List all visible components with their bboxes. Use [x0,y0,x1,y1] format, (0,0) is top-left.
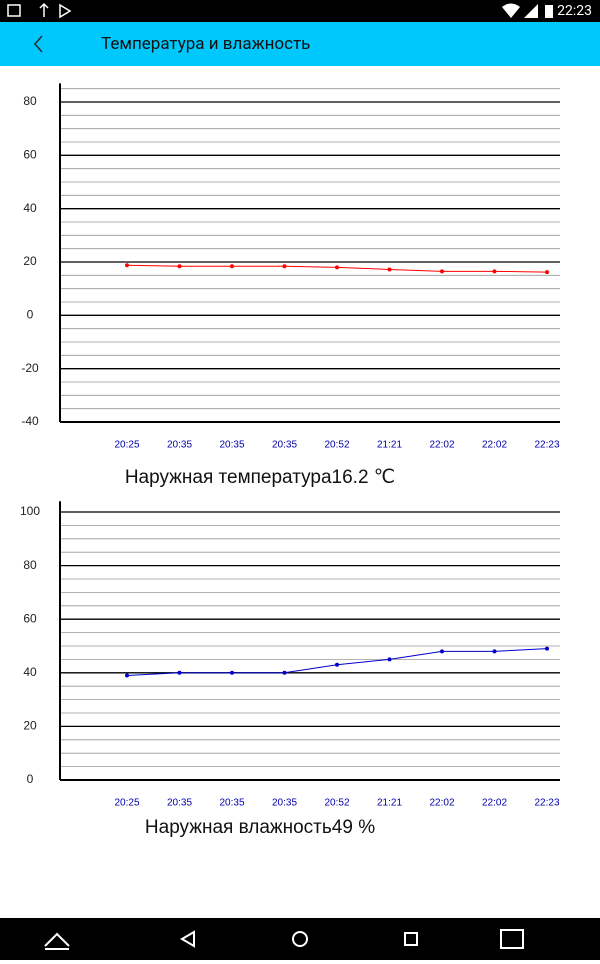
y-tick-label: 60 [23,148,37,162]
status-bar: 22:23 [0,0,600,22]
data-point [492,649,497,654]
y-tick-label: 20 [23,719,37,733]
x-tick-label: 21:21 [377,798,402,809]
x-tick-label: 22:23 [534,440,559,451]
nav-buttons [44,929,524,950]
x-tick-label: 22:23 [534,798,559,809]
resize-button[interactable] [500,929,524,949]
x-tick-label: 20:25 [114,440,139,451]
data-point [440,269,444,274]
data-point [387,657,392,662]
y-tick-label: 0 [27,772,34,786]
app-bar: Температура и влажность [0,22,600,66]
menu-button[interactable] [44,932,70,950]
y-tick-label: -20 [21,361,39,375]
data-point [125,673,129,678]
x-tick-label: 22:02 [482,798,507,809]
series-line [126,648,548,676]
x-tick-label: 20:35 [219,440,244,451]
nav-bar [0,918,600,960]
x-tick-label: 22:02 [429,798,454,809]
data-point [177,670,182,675]
data-point [282,670,287,675]
data-point [335,662,339,667]
x-tick-label: 20:52 [324,440,349,451]
data-point [545,646,549,651]
x-tick-label: 20:35 [272,798,297,809]
x-tick-label: 20:35 [219,798,244,809]
back-nav-button[interactable] [180,930,195,948]
y-tick-label: 40 [23,665,37,679]
x-tick-label: 22:02 [429,440,454,451]
data-point [387,267,392,272]
y-tick-label: 80 [23,558,37,572]
chart-caption: Наружная влажность49 % [145,817,375,838]
data-point [230,264,234,269]
y-tick-label: 20 [23,254,37,268]
back-button[interactable] [30,22,50,66]
y-tick-label: 60 [23,611,37,625]
data-point [230,670,234,675]
data-point [335,265,339,270]
data-point [282,264,287,269]
data-point [440,649,444,654]
charts: -40 -20 0 20 40 60 80 20:25 20:35 20:35 20:35 20:52… [20,83,560,838]
x-tick-label: 20:35 [167,440,192,451]
x-tick-label: 20:25 [114,798,139,809]
x-tick-label: 20:52 [324,798,349,809]
x-tick-label: 22:02 [482,440,507,451]
data-point [177,264,182,269]
y-tick-label: 40 [23,201,37,215]
y-tick-label: -40 [21,414,39,428]
recents-button[interactable] [404,932,418,946]
data-point [545,270,549,275]
x-tick-label: 21:21 [377,440,402,451]
data-point [125,263,129,268]
status-icons [7,2,72,19]
screen-title: Температура и влажность [101,34,311,54]
y-tick-label: 0 [27,308,34,322]
data-point [492,269,497,274]
status-icons-right [502,3,553,18]
x-tick-label: 20:35 [272,440,297,451]
chart-caption: Наружная температура16.2 ℃ [125,467,395,488]
x-tick-label: 20:35 [167,798,192,809]
clock: 22:23 [557,3,592,19]
home-button[interactable] [292,931,308,947]
y-tick-label: 80 [23,94,37,108]
y-tick-label: 100 [20,504,40,518]
